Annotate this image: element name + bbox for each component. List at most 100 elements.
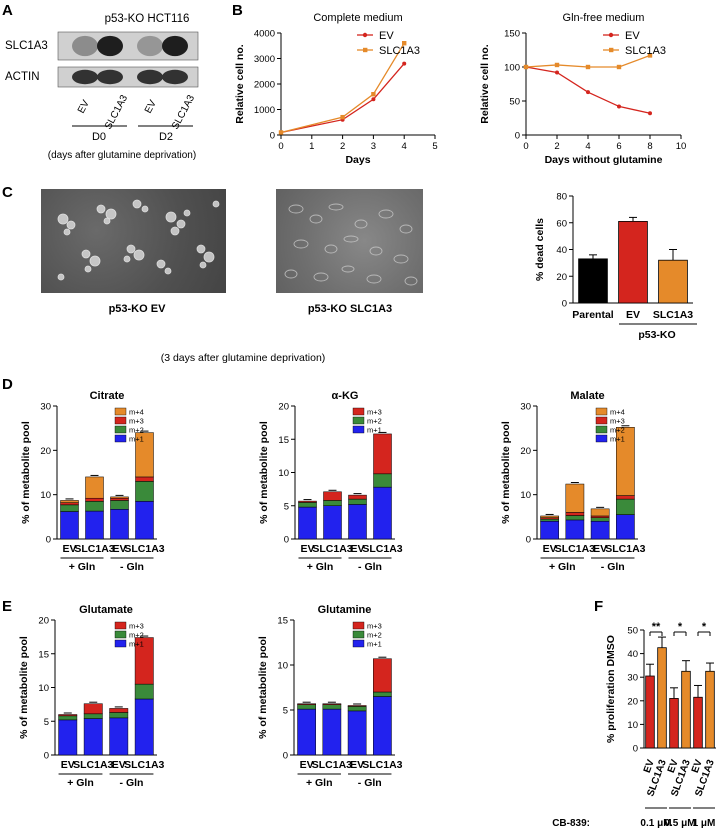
y-axis-label: % of metabolite pool: [257, 636, 269, 739]
data-point: [278, 130, 284, 135]
group-label: + Gln: [307, 561, 334, 573]
bar-segment: [85, 510, 104, 540]
legend-swatch: [114, 425, 127, 434]
panel-label-f: F: [594, 598, 603, 615]
panel-label-b: B: [232, 2, 243, 19]
bar-segment: [298, 500, 317, 503]
x-tick-label: EV: [112, 759, 126, 771]
data-point: [371, 97, 376, 102]
bar-segment: [134, 698, 154, 756]
bar-segment: [297, 704, 316, 710]
bar-segment: [110, 497, 129, 501]
bar-segment: [297, 708, 316, 756]
x-tick-label: SLC1A3: [312, 759, 352, 771]
data-point: [371, 92, 376, 97]
legend-swatch: [595, 425, 608, 434]
bar-segment: [298, 506, 317, 540]
legend-swatch: [595, 434, 608, 443]
bar-segment: [110, 509, 129, 540]
y-tick-label: 10: [40, 490, 51, 501]
legend-label: m+1: [129, 640, 144, 649]
legend-swatch: [114, 407, 127, 416]
x-axis-label: Days: [345, 154, 370, 166]
legend-swatch: [114, 416, 127, 425]
y-tick-label: 15: [38, 649, 49, 660]
x-tick-label: EV: [112, 543, 126, 555]
series-line: [525, 66, 651, 114]
legend-label: m+2: [367, 417, 382, 426]
bar-segment: [347, 710, 367, 756]
y-tick-label: 20: [556, 272, 567, 283]
y-tick-label: 40: [556, 245, 567, 256]
bar-segment: [109, 712, 129, 719]
legend-label: SLC1A3: [625, 45, 666, 57]
bar: [693, 696, 703, 749]
bar-segment: [60, 500, 79, 503]
bar-segment: [373, 473, 392, 488]
legend-swatch: [352, 639, 365, 648]
x-tick-label: 8: [647, 141, 652, 152]
panel-label-a: A: [2, 2, 13, 19]
legend-label: m+4: [610, 408, 625, 417]
bar-segment: [540, 521, 559, 540]
y-tick-label: 80: [556, 192, 567, 203]
blot-protein-label-1: SLC1A3: [5, 40, 48, 52]
y-tick-label: 15: [277, 616, 288, 627]
bar-segment: [85, 497, 104, 502]
bar-segment: [565, 515, 585, 521]
legend-label: m+1: [610, 435, 625, 444]
blot-band: [162, 35, 188, 57]
dose-label: 1 μM: [693, 818, 716, 829]
x-tick-label: EV: [543, 543, 557, 555]
data-point: [648, 111, 652, 116]
x-tick-label: EV: [593, 543, 607, 555]
data-point: [523, 64, 529, 70]
x-tick-label: SLC1A3: [124, 759, 164, 771]
legend-label: m+2: [129, 631, 144, 640]
dose-label: 0.1 μM: [640, 818, 671, 829]
legend-swatch: [114, 639, 127, 648]
blot-band: [137, 69, 163, 85]
bar-segment: [60, 511, 79, 540]
y-tick-label: 0: [284, 535, 289, 546]
y-tick-label: 0: [46, 535, 51, 546]
y-axis-label: % dead cells: [534, 218, 546, 281]
bar-segment: [83, 713, 103, 719]
y-tick-label: 30: [520, 402, 531, 413]
y-tick-label: 30: [40, 402, 51, 413]
legend-swatch: [352, 425, 365, 434]
x-tick-label: 0: [523, 141, 528, 152]
bar-segment: [85, 501, 104, 512]
legend-marker: [362, 32, 368, 38]
data-point: [617, 104, 621, 109]
blot-band: [137, 35, 163, 57]
bar-segment: [135, 481, 154, 502]
bar-segment: [58, 715, 78, 721]
chart-title: Glutamine: [318, 604, 372, 616]
x-tick-label: EV: [666, 758, 681, 775]
y-tick-label: 0: [283, 751, 288, 762]
data-point: [402, 41, 407, 46]
significance-label: **: [652, 621, 661, 633]
y-tick-label: 15: [278, 435, 289, 446]
blot-band: [162, 69, 188, 85]
x-tick-label: 6: [616, 141, 621, 152]
legend-label: m+4: [129, 408, 144, 417]
bar-segment: [135, 501, 154, 540]
x-tick-label: EV: [690, 758, 705, 775]
blot-note: (days after glutamine deprivation): [48, 150, 196, 161]
x-tick-label: 1: [309, 141, 314, 152]
legend-marker: [608, 32, 614, 38]
bar-segment: [616, 498, 635, 515]
legend-marker: [609, 47, 614, 53]
y-tick-label: 10: [277, 661, 288, 672]
bar-segment: [58, 719, 78, 756]
blot-protein-label-2: ACTIN: [5, 71, 40, 83]
legend-swatch: [352, 630, 365, 639]
drug-label: CB-839:: [552, 818, 590, 829]
x-tick-label: 2: [340, 141, 345, 152]
image-caption-slc1a3: p53-KO SLC1A3: [308, 303, 392, 315]
line-chart-glnfree: Gln-free medium 0 50 100 150 0 2 4 6 8 10 Days with…: [479, 12, 686, 166]
